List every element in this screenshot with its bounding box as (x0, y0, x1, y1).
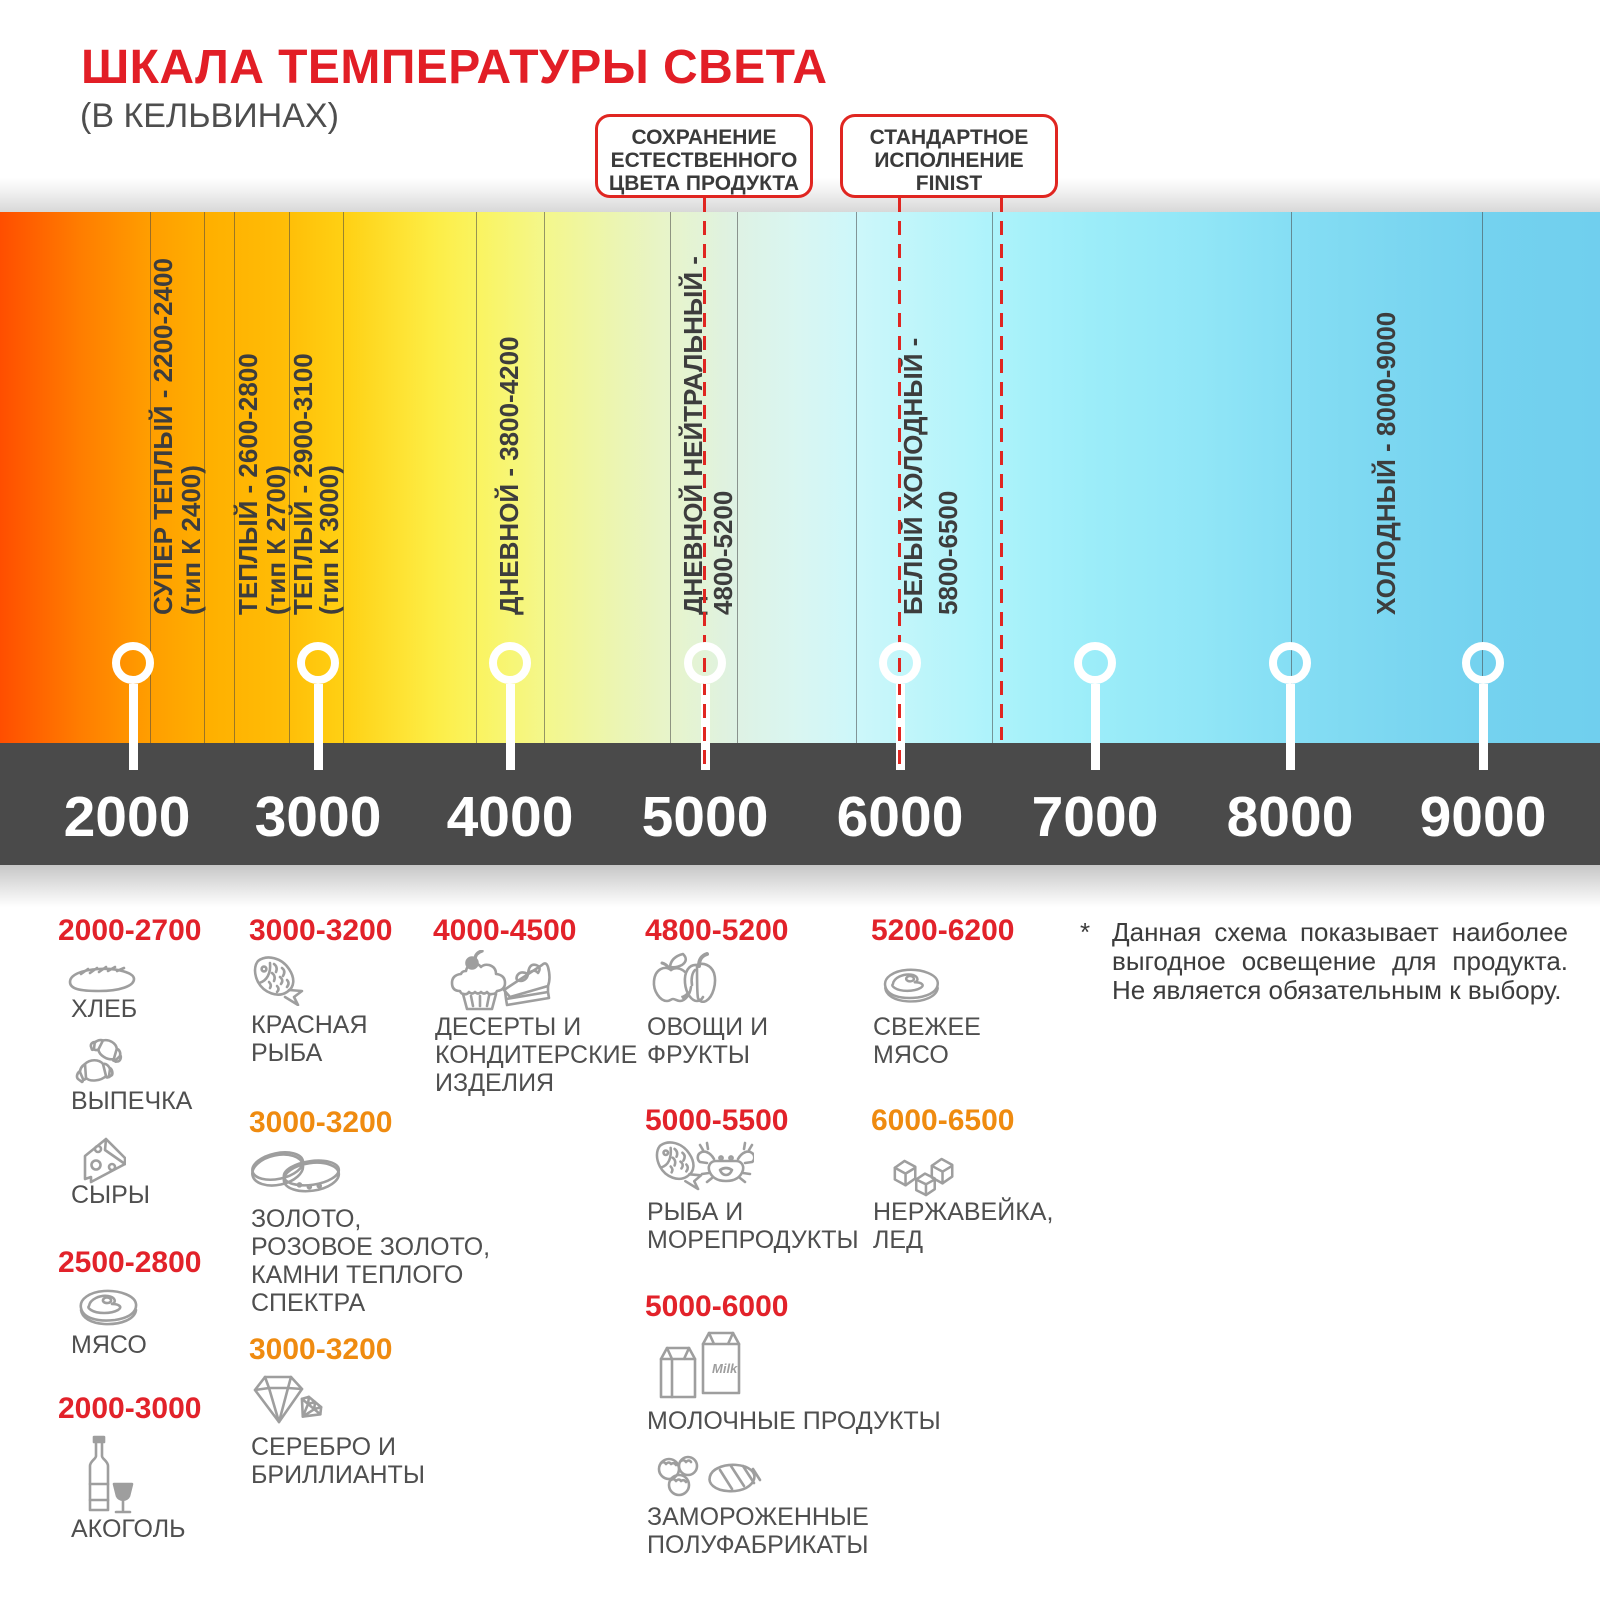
svg-text:Milk: Milk (712, 1361, 738, 1376)
